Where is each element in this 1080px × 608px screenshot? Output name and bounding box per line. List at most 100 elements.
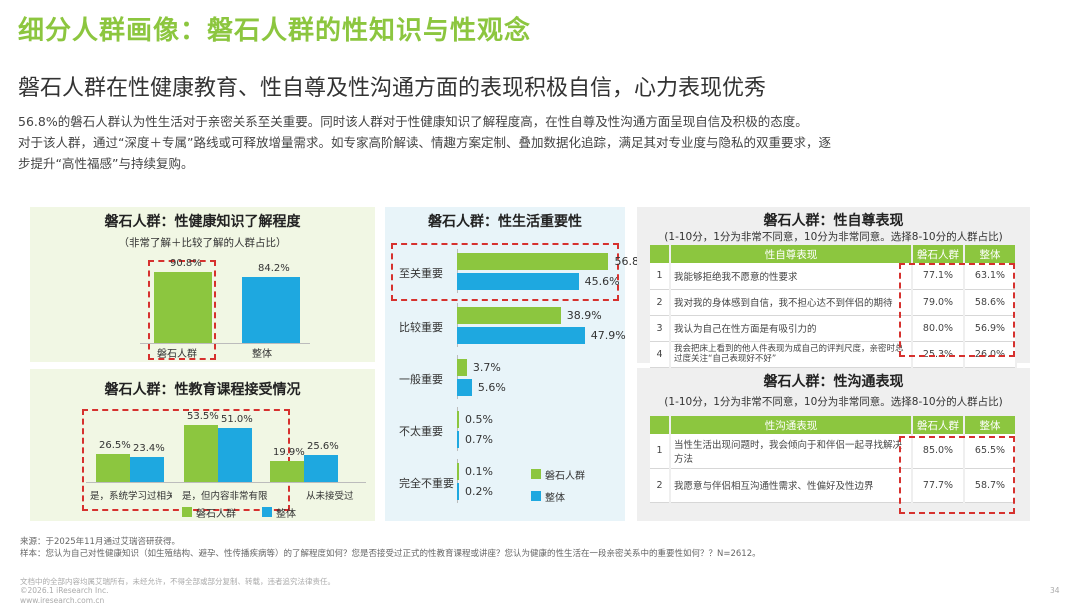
data-label: 53.5% bbox=[187, 410, 219, 422]
description-line-2: 对于该人群，通过“深度＋专属”路线或可释放增量需求。如专家高阶解读、情趣方案定制… bbox=[18, 135, 831, 150]
col-overall: 整体 bbox=[964, 245, 1017, 263]
category-label: 从未接受过 bbox=[306, 491, 354, 502]
data-label: 26.5% bbox=[99, 439, 131, 451]
col-overall: 整体 bbox=[964, 416, 1017, 434]
data-label: 3.7% bbox=[472, 361, 501, 374]
data-label: 0.7% bbox=[465, 433, 493, 446]
legend-swatch-green bbox=[182, 507, 192, 517]
data-label: 84.2% bbox=[258, 263, 290, 275]
bar-overall bbox=[457, 431, 459, 448]
communication-table: 性沟通表现 磐石人群 整体 1 当性生活出现问题时，我会倾向于和伴侣一起寻找解决… bbox=[650, 416, 1017, 503]
highlight-box bbox=[899, 436, 1015, 514]
communication-panel: 磐石人群：性沟通表现 (1-10分，1分为非常不同意，10分为非常同意。选择8-… bbox=[637, 368, 1030, 521]
data-label: 38.9% bbox=[566, 309, 602, 322]
bar-overall bbox=[304, 454, 338, 482]
bar-overall bbox=[218, 427, 252, 482]
self-esteem-title: 磐石人群：性自尊表现 bbox=[763, 213, 904, 229]
x-axis bbox=[140, 343, 310, 344]
bar-overall bbox=[457, 273, 579, 290]
knowledge-chart-title: 磐石人群：性健康知识了解程度 bbox=[104, 214, 301, 230]
self-esteem-subtitle: (1-10分，1分为非常不同意，10分为非常同意。选择8-10分的人群占比) bbox=[664, 231, 1003, 243]
legend-label: 磐石人群 bbox=[545, 471, 585, 482]
self-esteem-panel: 磐石人群：性自尊表现 (1-10分，1分为非常不同意，10分为非常同意。选择8-… bbox=[637, 207, 1030, 368]
legend-label: 磐石人群 bbox=[196, 509, 236, 520]
description-line-3: 步提升“高性福感”与持续复购。 bbox=[18, 156, 194, 171]
data-label: 23.4% bbox=[133, 443, 165, 455]
highlight-box bbox=[391, 243, 619, 301]
data-label: 0.5% bbox=[465, 413, 493, 426]
bar-overall bbox=[457, 327, 585, 344]
category-label: 不太重要 bbox=[399, 425, 443, 438]
bar-group bbox=[184, 424, 218, 482]
y-axis-segment bbox=[457, 249, 458, 293]
category-label: 至关重要 bbox=[399, 267, 443, 280]
page-number: 34 bbox=[1050, 586, 1060, 595]
bar-group bbox=[96, 453, 130, 482]
category-label: 整体 bbox=[252, 349, 272, 360]
knowledge-chart-subtitle: （非常了解＋比较了解的人群占比） bbox=[118, 237, 287, 249]
table-row: 1 当性生活出现问题时，我会倾向于和伴侣一起寻找解决方法 85.0% 65.5% bbox=[650, 434, 1017, 469]
table-row: 4 我会把床上看到的他人件表现为成自己的评判尺度，亲密时总过度关注“自己表现好不… bbox=[650, 341, 1017, 368]
data-label: 19.9% bbox=[273, 446, 305, 458]
source-note: 来源：于2025年11月通过艾瑞咨研获得。 bbox=[20, 537, 180, 547]
legend-swatch-green bbox=[531, 469, 541, 479]
bar-group bbox=[457, 253, 609, 270]
bar-group bbox=[457, 307, 561, 324]
legend-label: 整体 bbox=[545, 493, 565, 504]
col-item: 性沟通表现 bbox=[670, 416, 913, 434]
category-label: 完全不重要 bbox=[399, 477, 454, 490]
col-item: 性自尊表现 bbox=[670, 245, 913, 263]
page-subtitle: 磐石人群在性健康教育、性自尊及性沟通方面的表现积极自信，心力表现优秀 bbox=[18, 76, 767, 101]
communication-title: 磐石人群：性沟通表现 bbox=[763, 374, 904, 390]
highlight-box bbox=[148, 260, 216, 360]
legend-swatch-blue bbox=[262, 507, 272, 517]
bar-overall bbox=[130, 457, 164, 482]
data-label: 90.8% bbox=[170, 258, 202, 270]
x-axis bbox=[86, 482, 366, 483]
table-header: 性沟通表现 磐石人群 整体 bbox=[650, 416, 1017, 434]
y-axis-segment bbox=[457, 355, 458, 399]
bar-group bbox=[457, 463, 459, 480]
knowledge-chart-panel: 磐石人群：性健康知识了解程度 （非常了解＋比较了解的人群占比） 90.8% 84.… bbox=[30, 207, 375, 362]
category-label: 是，但内容非常有限 bbox=[182, 491, 268, 502]
col-number bbox=[650, 416, 671, 434]
table-row: 1 我能够拒绝我不愿意的性要求 77.1% 63.1% bbox=[650, 263, 1017, 290]
data-label: 51.0% bbox=[221, 413, 253, 425]
sample-note: 样本：您认为自己对性健康知识（如生殖结构、避孕、性传播疾病等）的了解程度如何？您… bbox=[20, 549, 761, 559]
data-label: 47.9% bbox=[590, 329, 626, 342]
legend-swatch-blue bbox=[531, 491, 541, 501]
bar-group bbox=[457, 359, 467, 376]
data-label: 0.1% bbox=[465, 465, 493, 478]
col-group: 磐石人群 bbox=[912, 416, 965, 434]
data-label: 5.6% bbox=[477, 381, 506, 394]
y-axis-segment bbox=[457, 459, 458, 503]
education-chart-title: 磐石人群：性教育课程接受情况 bbox=[104, 382, 301, 398]
highlight-box bbox=[899, 263, 1015, 357]
description-line-1: 56.8%的磐石人群认为性生活对于亲密关系至关重要。同时该人群对于性健康知识了解… bbox=[18, 114, 808, 129]
col-number bbox=[650, 245, 671, 263]
bar-group bbox=[457, 411, 459, 428]
bar-overall bbox=[242, 277, 300, 343]
category-label: 比较重要 bbox=[399, 321, 443, 334]
category-label: 一般重要 bbox=[399, 373, 443, 386]
data-label: 0.2% bbox=[465, 485, 493, 498]
table-row: 2 我愿意与伴侣相互沟通性需求、性偏好及性边界 77.7% 58.7% bbox=[650, 468, 1017, 503]
bar-group bbox=[270, 460, 304, 482]
copyright-note: 文档中的全部内容均属艾瑞所有，未经允许，不得全部或部分复制、转载，违者追究法律责… bbox=[20, 577, 335, 586]
bar-overall bbox=[457, 483, 459, 500]
page-title: 细分人群画像：磐石人群的性知识与性观念 bbox=[18, 16, 532, 46]
table-row: 3 我认为自己在性方面是有吸引力的 80.0% 56.9% bbox=[650, 315, 1017, 342]
importance-chart-title: 磐石人群：性生活重要性 bbox=[428, 214, 582, 230]
y-axis-segment bbox=[457, 407, 458, 451]
bar-group bbox=[154, 272, 212, 343]
data-label: 25.6% bbox=[307, 440, 339, 452]
communication-subtitle: (1-10分，1分为非常不同意，10分为非常同意。选择8-10分的人群占比) bbox=[664, 396, 1003, 408]
self-esteem-table: 性自尊表现 磐石人群 整体 1 我能够拒绝我不愿意的性要求 77.1% 63.1… bbox=[650, 245, 1017, 368]
table-header: 性自尊表现 磐石人群 整体 bbox=[650, 245, 1017, 263]
category-label: 磐石人群 bbox=[157, 349, 197, 360]
legend-label: 整体 bbox=[276, 509, 296, 520]
url-note: www.iresearch.com.cn bbox=[20, 596, 105, 605]
table-row: 2 我对我的身体感到自信，我不担心达不到伴侣的期待 79.0% 58.6% bbox=[650, 289, 1017, 316]
y-axis-segment bbox=[457, 303, 458, 347]
importance-chart-panel: 磐石人群：性生活重要性 至关重要 56.8% 45.6% 比较重要 38.9% 47.9%… bbox=[385, 207, 649, 521]
